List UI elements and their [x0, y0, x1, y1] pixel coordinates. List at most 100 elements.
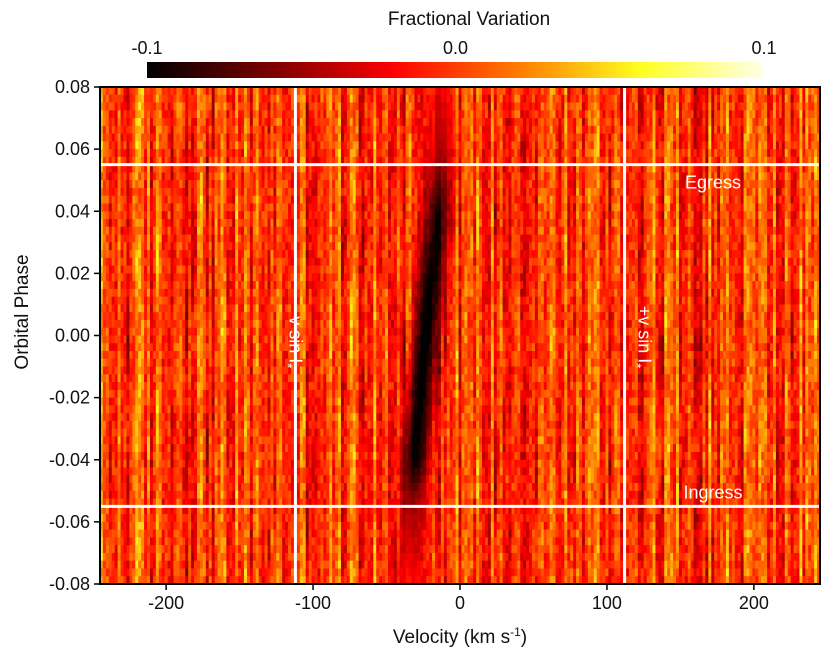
heatmap-cell: [737, 149, 742, 158]
heatmap-cell: [752, 149, 756, 158]
heatmap-cell: [285, 125, 289, 135]
heatmap-cell: [461, 156, 466, 166]
heatmap-cell: [479, 195, 483, 205]
heatmap-cell: [608, 141, 612, 150]
heatmap-cell: [276, 110, 280, 119]
heatmap-cell: [540, 172, 545, 181]
heatmap-cell: [490, 125, 495, 135]
heatmap-cell: [784, 94, 789, 104]
heatmap-cell: [564, 149, 568, 158]
heatmap-cell: [249, 133, 254, 142]
heatmap-cell: [793, 94, 798, 104]
heatmap-cell: [264, 219, 269, 228]
heatmap-cell: [778, 180, 783, 189]
heatmap-cell: [602, 180, 607, 189]
heatmap-cell: [664, 118, 668, 127]
heatmap-cell: [361, 211, 366, 220]
heatmap-cell: [138, 87, 142, 96]
heatmap-cell: [725, 164, 730, 174]
heatmap-cell: [196, 149, 201, 158]
heatmap-cell: [114, 149, 119, 158]
heatmap-cell: [352, 164, 357, 174]
heatmap-cell: [346, 219, 351, 228]
heatmap-cell: [602, 156, 607, 166]
heatmap-cell: [355, 180, 360, 189]
heatmap-cell: [349, 172, 354, 181]
heatmap-cell: [637, 187, 642, 197]
heatmap-cell: [599, 195, 604, 205]
heatmap-cell: [534, 219, 539, 228]
heatmap-cell: [232, 149, 236, 158]
heatmap-cell: [217, 172, 222, 181]
heatmap-cell: [255, 211, 260, 220]
heatmap-cell: [676, 94, 680, 104]
heatmap-cell: [255, 203, 260, 212]
heatmap-cell: [382, 141, 386, 150]
heatmap-cell: [326, 118, 330, 127]
heatmap-cell: [414, 94, 418, 104]
heatmap-cell: [778, 187, 783, 197]
heatmap-cell: [673, 149, 677, 158]
heatmap-cell: [631, 195, 636, 205]
heatmap-cell: [678, 94, 683, 104]
heatmap-cell: [426, 102, 430, 111]
heatmap-cell: [308, 203, 313, 212]
heatmap-cell: [529, 187, 533, 197]
heatmap-cell: [252, 149, 257, 158]
heatmap-cell: [373, 125, 377, 135]
heatmap-cell: [114, 102, 119, 111]
heatmap-cell: [364, 156, 369, 166]
heatmap-cell: [164, 118, 169, 127]
heatmap-cell: [734, 156, 739, 166]
heatmap-cell: [549, 211, 554, 220]
heatmap-cell: [681, 172, 686, 181]
heatmap-cell: [458, 110, 463, 119]
heatmap-cell: [138, 156, 142, 166]
heatmap-cell: [305, 195, 310, 205]
heatmap-cell: [758, 164, 762, 174]
heatmap-cell: [755, 102, 759, 111]
heatmap-cell: [758, 149, 762, 158]
heatmap-cell: [232, 133, 236, 142]
heatmap-cell: [640, 195, 645, 205]
heatmap-cell: [699, 156, 704, 166]
heatmap-cell: [705, 125, 709, 135]
heatmap-cell: [505, 149, 510, 158]
heatmap-cell: [484, 203, 489, 212]
heatmap-cell: [658, 172, 662, 181]
heatmap-cell: [205, 211, 210, 220]
heatmap-cell: [637, 149, 642, 158]
heatmap-cell: [661, 149, 665, 158]
heatmap-cell: [720, 180, 724, 189]
heatmap-cell: [338, 102, 342, 111]
heatmap-cell: [743, 156, 748, 166]
heatmap-cell: [581, 164, 586, 174]
heatmap-cell: [296, 180, 301, 189]
heatmap-cell: [584, 118, 589, 127]
heatmap-cell: [714, 141, 718, 150]
heatmap-cell: [340, 211, 345, 220]
heatmap-cell: [332, 149, 336, 158]
heatmap-cell: [358, 203, 363, 212]
heatmap-cell: [746, 87, 751, 96]
heatmap-cell: [461, 172, 466, 181]
heatmap-cell: [555, 149, 560, 158]
heatmap-cell: [678, 156, 683, 166]
heatmap-cell: [370, 125, 374, 135]
heatmap-cell: [596, 172, 601, 181]
heatmap-cell: [699, 164, 704, 174]
heatmap-cell: [385, 164, 389, 174]
heatmap-cell: [584, 156, 589, 166]
heatmap-cell: [364, 102, 369, 111]
heatmap-cell: [526, 187, 530, 197]
heatmap-cell: [158, 187, 163, 197]
heatmap-cell: [205, 187, 210, 197]
heatmap-cell: [199, 125, 204, 135]
heatmap-cell: [590, 125, 595, 135]
heatmap-cell: [414, 195, 418, 205]
heatmap-cell: [655, 125, 659, 135]
heatmap-cell: [108, 141, 113, 150]
heatmap-cell: [529, 110, 533, 119]
heatmap-cell: [452, 87, 457, 96]
heatmap-cell: [402, 172, 407, 181]
